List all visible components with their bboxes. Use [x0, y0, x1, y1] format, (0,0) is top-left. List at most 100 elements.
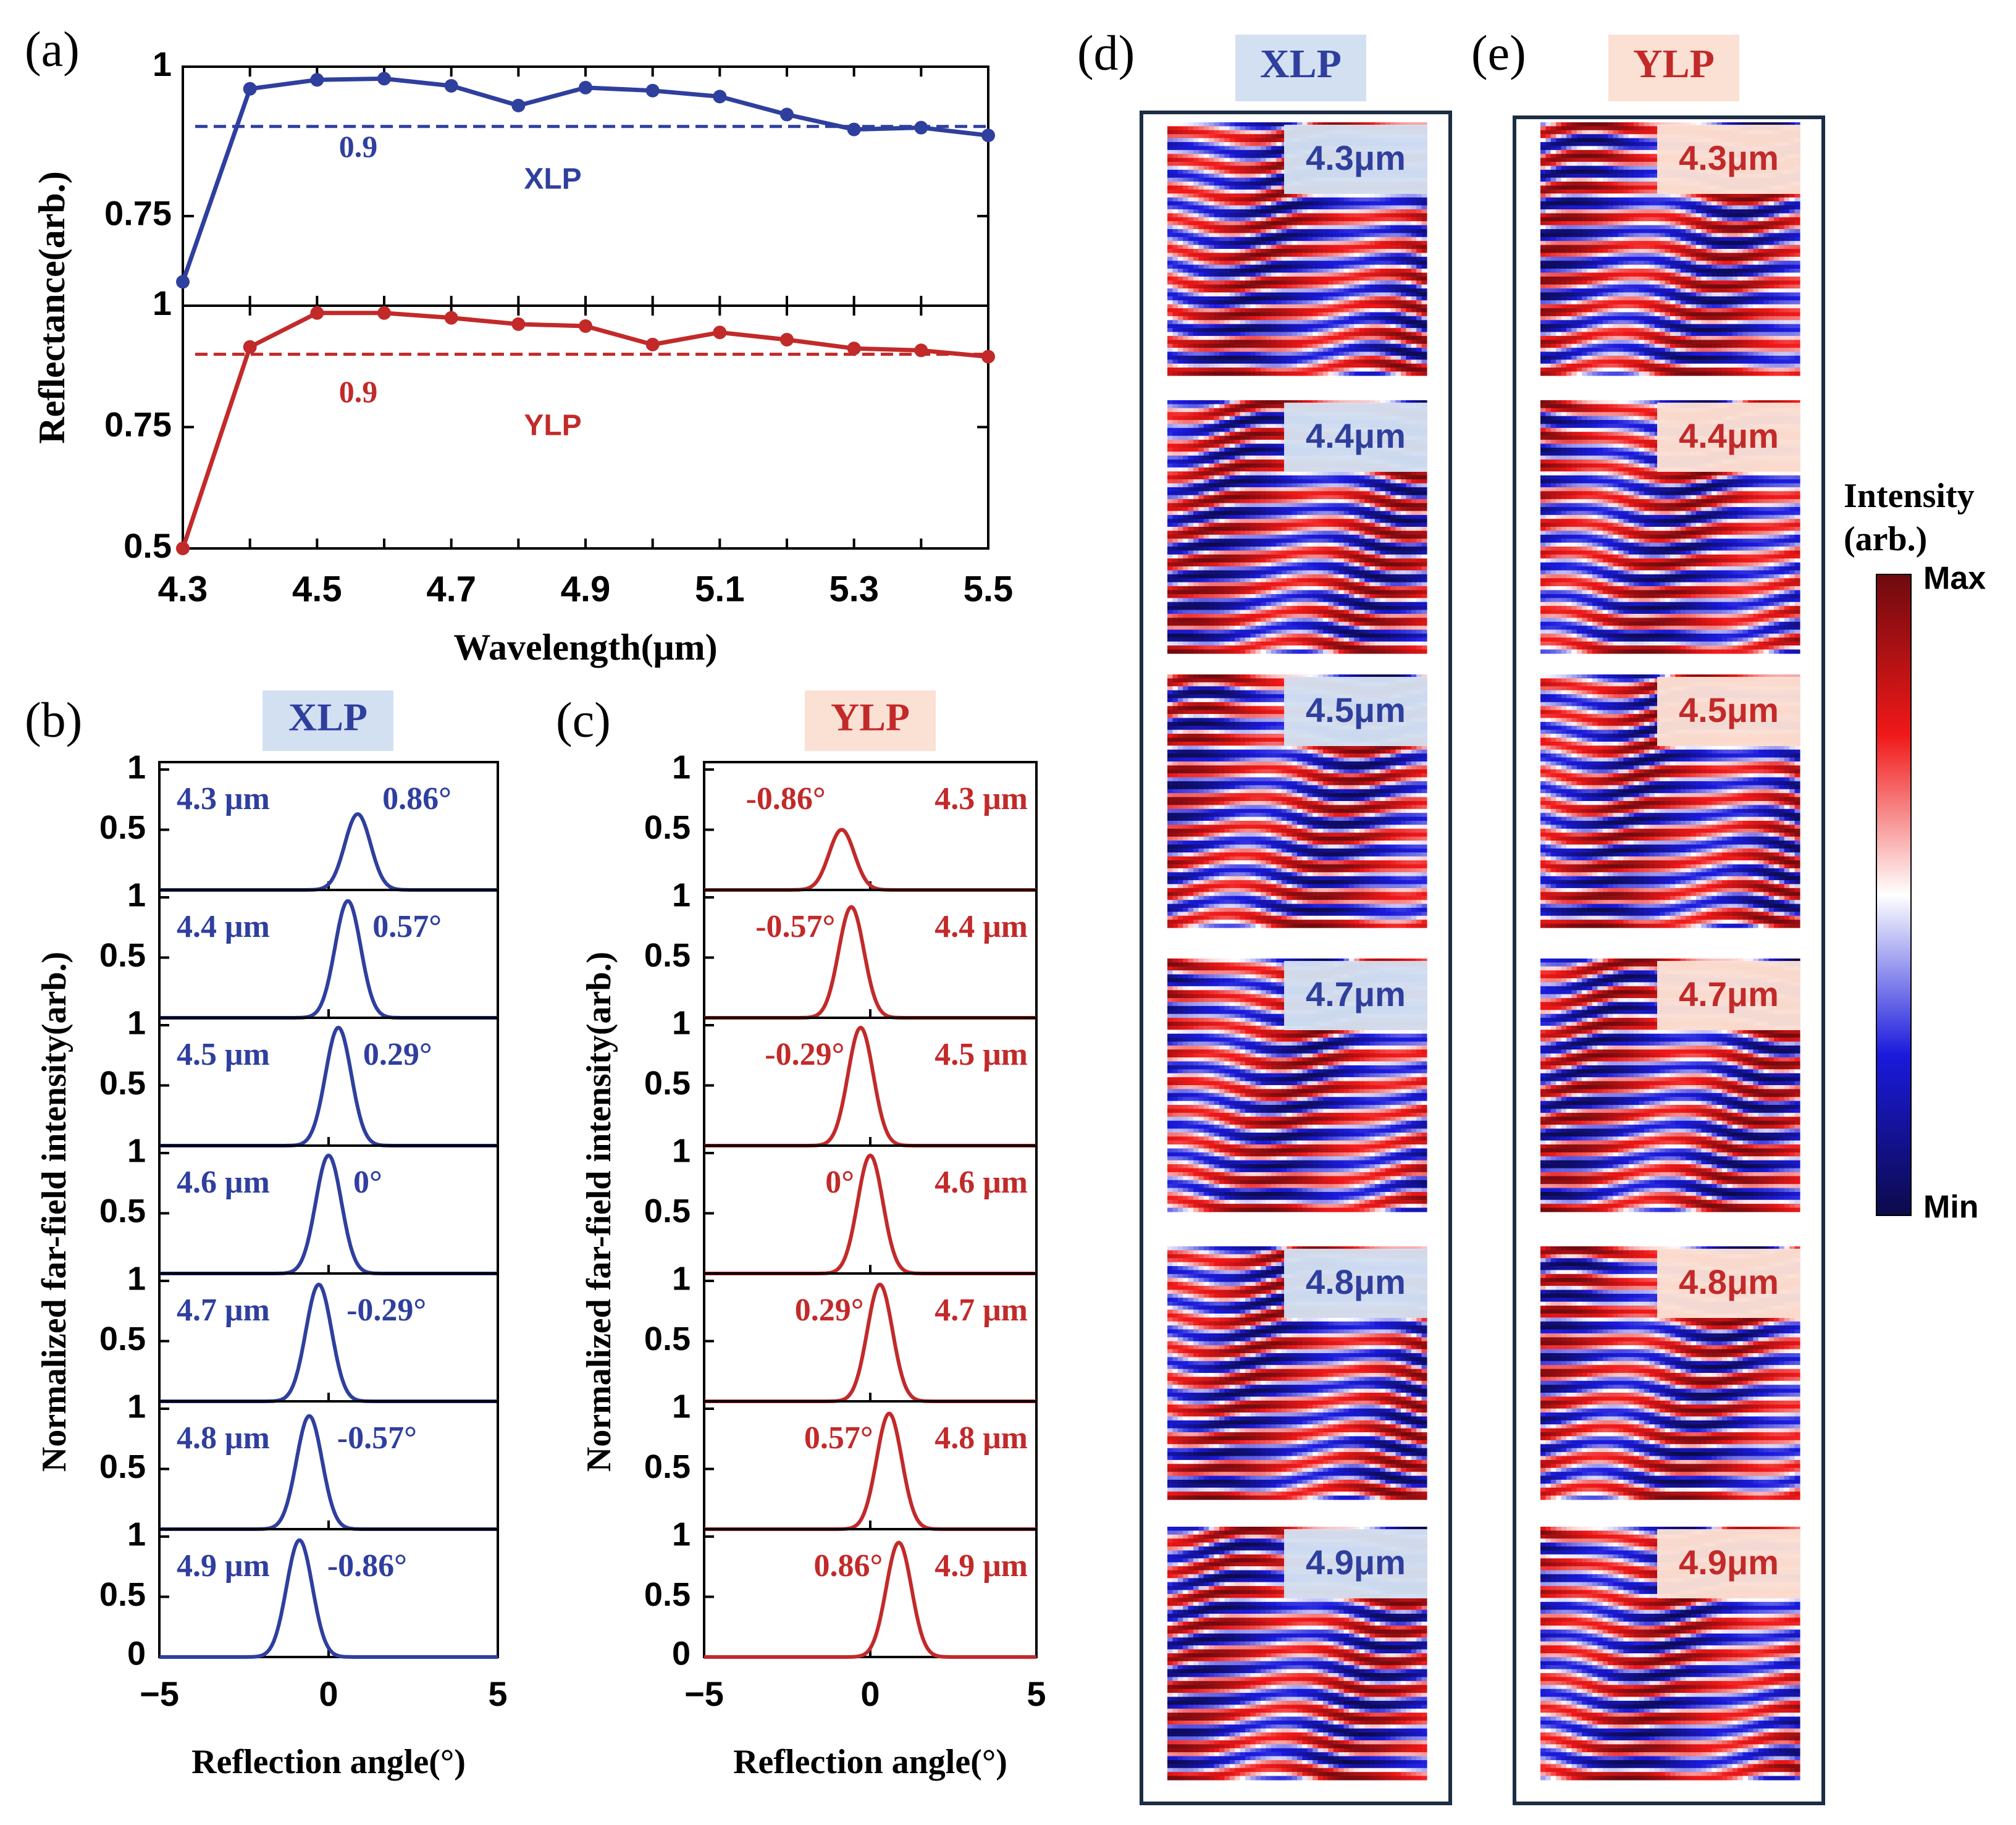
field-cell [1338, 193, 1345, 198]
field-cell [1317, 328, 1324, 333]
y-tick-label: 1 [672, 1388, 691, 1425]
field-cell [1333, 221, 1339, 226]
field-cell [1224, 503, 1230, 508]
field-cell [1240, 316, 1246, 321]
field-cell [1421, 221, 1427, 226]
field-cell [1328, 292, 1334, 297]
field-cell [1214, 149, 1220, 154]
field-cell [1401, 483, 1406, 488]
field-cell [1323, 475, 1329, 480]
field-cell [1287, 197, 1293, 202]
field-cell [1167, 495, 1173, 500]
field-cell [1250, 408, 1256, 413]
field-cell [1385, 340, 1391, 345]
field-cell [1333, 348, 1339, 353]
field-cell [1209, 197, 1215, 202]
field-cell [1395, 193, 1401, 198]
field-cell [1198, 142, 1204, 147]
field-cell [1240, 471, 1246, 476]
panel-title: XLP [288, 695, 368, 739]
field-cell [1266, 157, 1272, 162]
field-cell [1255, 201, 1261, 206]
field-cell [1421, 209, 1427, 214]
field-cell [1219, 296, 1225, 301]
field-cell [1219, 174, 1225, 178]
field-cell [1287, 506, 1293, 511]
field-cell [1188, 312, 1194, 317]
field-cell [1229, 169, 1235, 174]
field-cell [1338, 343, 1345, 348]
x-tick-label: 5 [1027, 1674, 1046, 1713]
field-cell [1375, 343, 1380, 348]
field-cell [1333, 483, 1339, 488]
field-cell [1369, 371, 1376, 376]
field-cell [1203, 479, 1209, 484]
field-cell [1172, 261, 1178, 266]
field-cell [1380, 348, 1386, 353]
field-cell [1193, 233, 1199, 238]
field-cell [1333, 237, 1339, 241]
field-cell [1411, 332, 1417, 337]
field-cell [1167, 459, 1173, 464]
field-cell [1359, 292, 1365, 297]
field-cell [1287, 292, 1293, 297]
field-cell [1203, 272, 1209, 277]
field-cell [1193, 237, 1199, 241]
field-cell [1203, 499, 1209, 504]
field-cell [1287, 276, 1293, 281]
field-cell [1219, 142, 1225, 147]
field-cell [1349, 213, 1354, 218]
field-cell [1375, 197, 1380, 202]
field-cell [1261, 514, 1267, 519]
field-cell [1395, 324, 1401, 329]
field-cell [1364, 371, 1371, 376]
field-cell [1261, 479, 1267, 484]
field-cell [1183, 467, 1189, 472]
field-cell [1317, 225, 1324, 230]
field-cell [1421, 284, 1427, 289]
field-cell [1224, 249, 1230, 254]
field-cell [1240, 284, 1246, 289]
field-cell [1312, 479, 1319, 484]
field-cell [1250, 363, 1256, 368]
field-cell [1167, 308, 1173, 313]
field-cell [1307, 371, 1313, 376]
field-cell [1375, 355, 1380, 360]
field-cell [1235, 424, 1241, 429]
field-cell [1302, 503, 1308, 508]
field-cell [1224, 209, 1230, 214]
field-cell [1359, 511, 1365, 516]
field-cell [1364, 229, 1371, 233]
field-cell [1281, 511, 1287, 516]
field-cell [1167, 276, 1173, 281]
field-cell [1250, 193, 1256, 198]
field-cell [1302, 209, 1308, 214]
field-cell [1375, 213, 1380, 218]
field-cell [1193, 495, 1199, 500]
field-cell [1375, 514, 1380, 519]
x-axis-label: Reflection angle(°) [191, 1743, 466, 1781]
field-cell [1188, 197, 1194, 202]
wavelength-label: 4.4 μm [934, 909, 1028, 944]
field-cell [1183, 332, 1189, 337]
field-cell [1349, 197, 1354, 202]
field-cell [1287, 269, 1293, 274]
field-cell [1198, 256, 1204, 261]
field-cell [1198, 185, 1204, 190]
field-cell [1203, 332, 1209, 337]
field-cell [1307, 348, 1313, 353]
field-cell [1188, 284, 1194, 289]
field-cell [1240, 201, 1246, 206]
field-cell [1375, 284, 1380, 289]
field-cell [1338, 304, 1345, 309]
field-cell [1343, 499, 1350, 504]
field-cell [1401, 312, 1406, 317]
field-cell [1323, 363, 1329, 368]
field-cell [1193, 328, 1199, 333]
field-cell [1333, 217, 1339, 222]
field-cell [1395, 272, 1401, 277]
field-cell [1359, 320, 1365, 325]
field-cell [1219, 205, 1225, 210]
field-cell [1276, 288, 1282, 293]
